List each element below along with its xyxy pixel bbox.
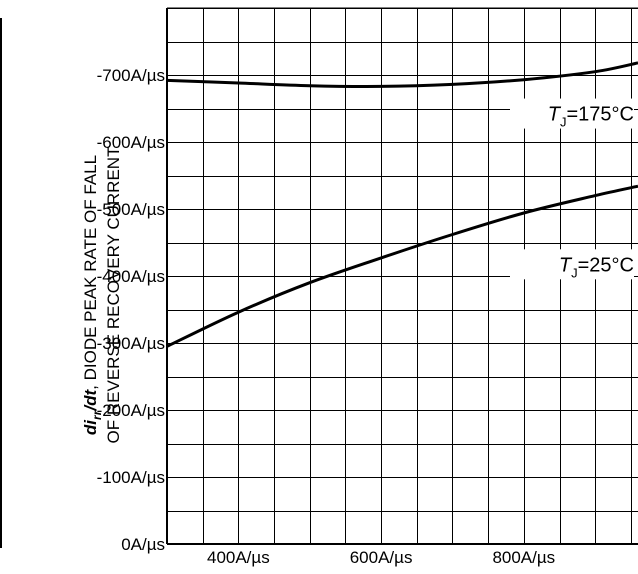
labels: 0A/µs -100A/µs -200A/µs -300A/µs -400A/µs -50… xyxy=(97,66,634,567)
x-tick-label: 400A/µs xyxy=(207,548,270,567)
y-axis-title-rest: , DIODE PEAK RATE OF FALL xyxy=(81,155,100,390)
y-axis-title-subscript: rr xyxy=(90,409,104,420)
y-tick-label: -300A/µs xyxy=(97,334,165,353)
y-tick-label: -200A/µs xyxy=(97,401,165,420)
axes xyxy=(166,7,638,545)
series-label-bg xyxy=(510,249,634,280)
y-axis-title-dt: /dt xyxy=(81,389,100,412)
series-layer xyxy=(166,61,638,348)
y-tick-label: 0A/µs xyxy=(121,535,165,554)
y-axis-title-line2: OF REVERSE RECOVERY CURRENT xyxy=(104,147,123,444)
x-tick-label: 800A/µs xyxy=(492,548,555,567)
y-axis-title-di: di xyxy=(81,419,100,435)
series-line-tj-175c xyxy=(166,61,638,88)
y-axis-title: dirr/dt, DIODE PEAK RATE OF FALL OF REVE… xyxy=(81,147,123,444)
x-tick-label: 600A/µs xyxy=(350,548,413,567)
series-label-tj-25c: TJ=25°C xyxy=(559,254,634,280)
y-tick-label: -400A/µs xyxy=(97,267,165,286)
y-tick-label: -100A/µs xyxy=(97,468,165,487)
y-axis-title-line1: dirr/dt, DIODE PEAK RATE OF FALL xyxy=(81,155,104,435)
y-tick-label: -500A/µs xyxy=(97,200,165,219)
series-label-tj-175c: TJ=175°C xyxy=(548,104,634,130)
series-line-tj-25c xyxy=(166,184,638,348)
series-label-bg xyxy=(510,98,634,129)
y-tick-label: -700A/µs xyxy=(97,66,165,85)
y-tick-label: -600A/µs xyxy=(97,133,165,152)
